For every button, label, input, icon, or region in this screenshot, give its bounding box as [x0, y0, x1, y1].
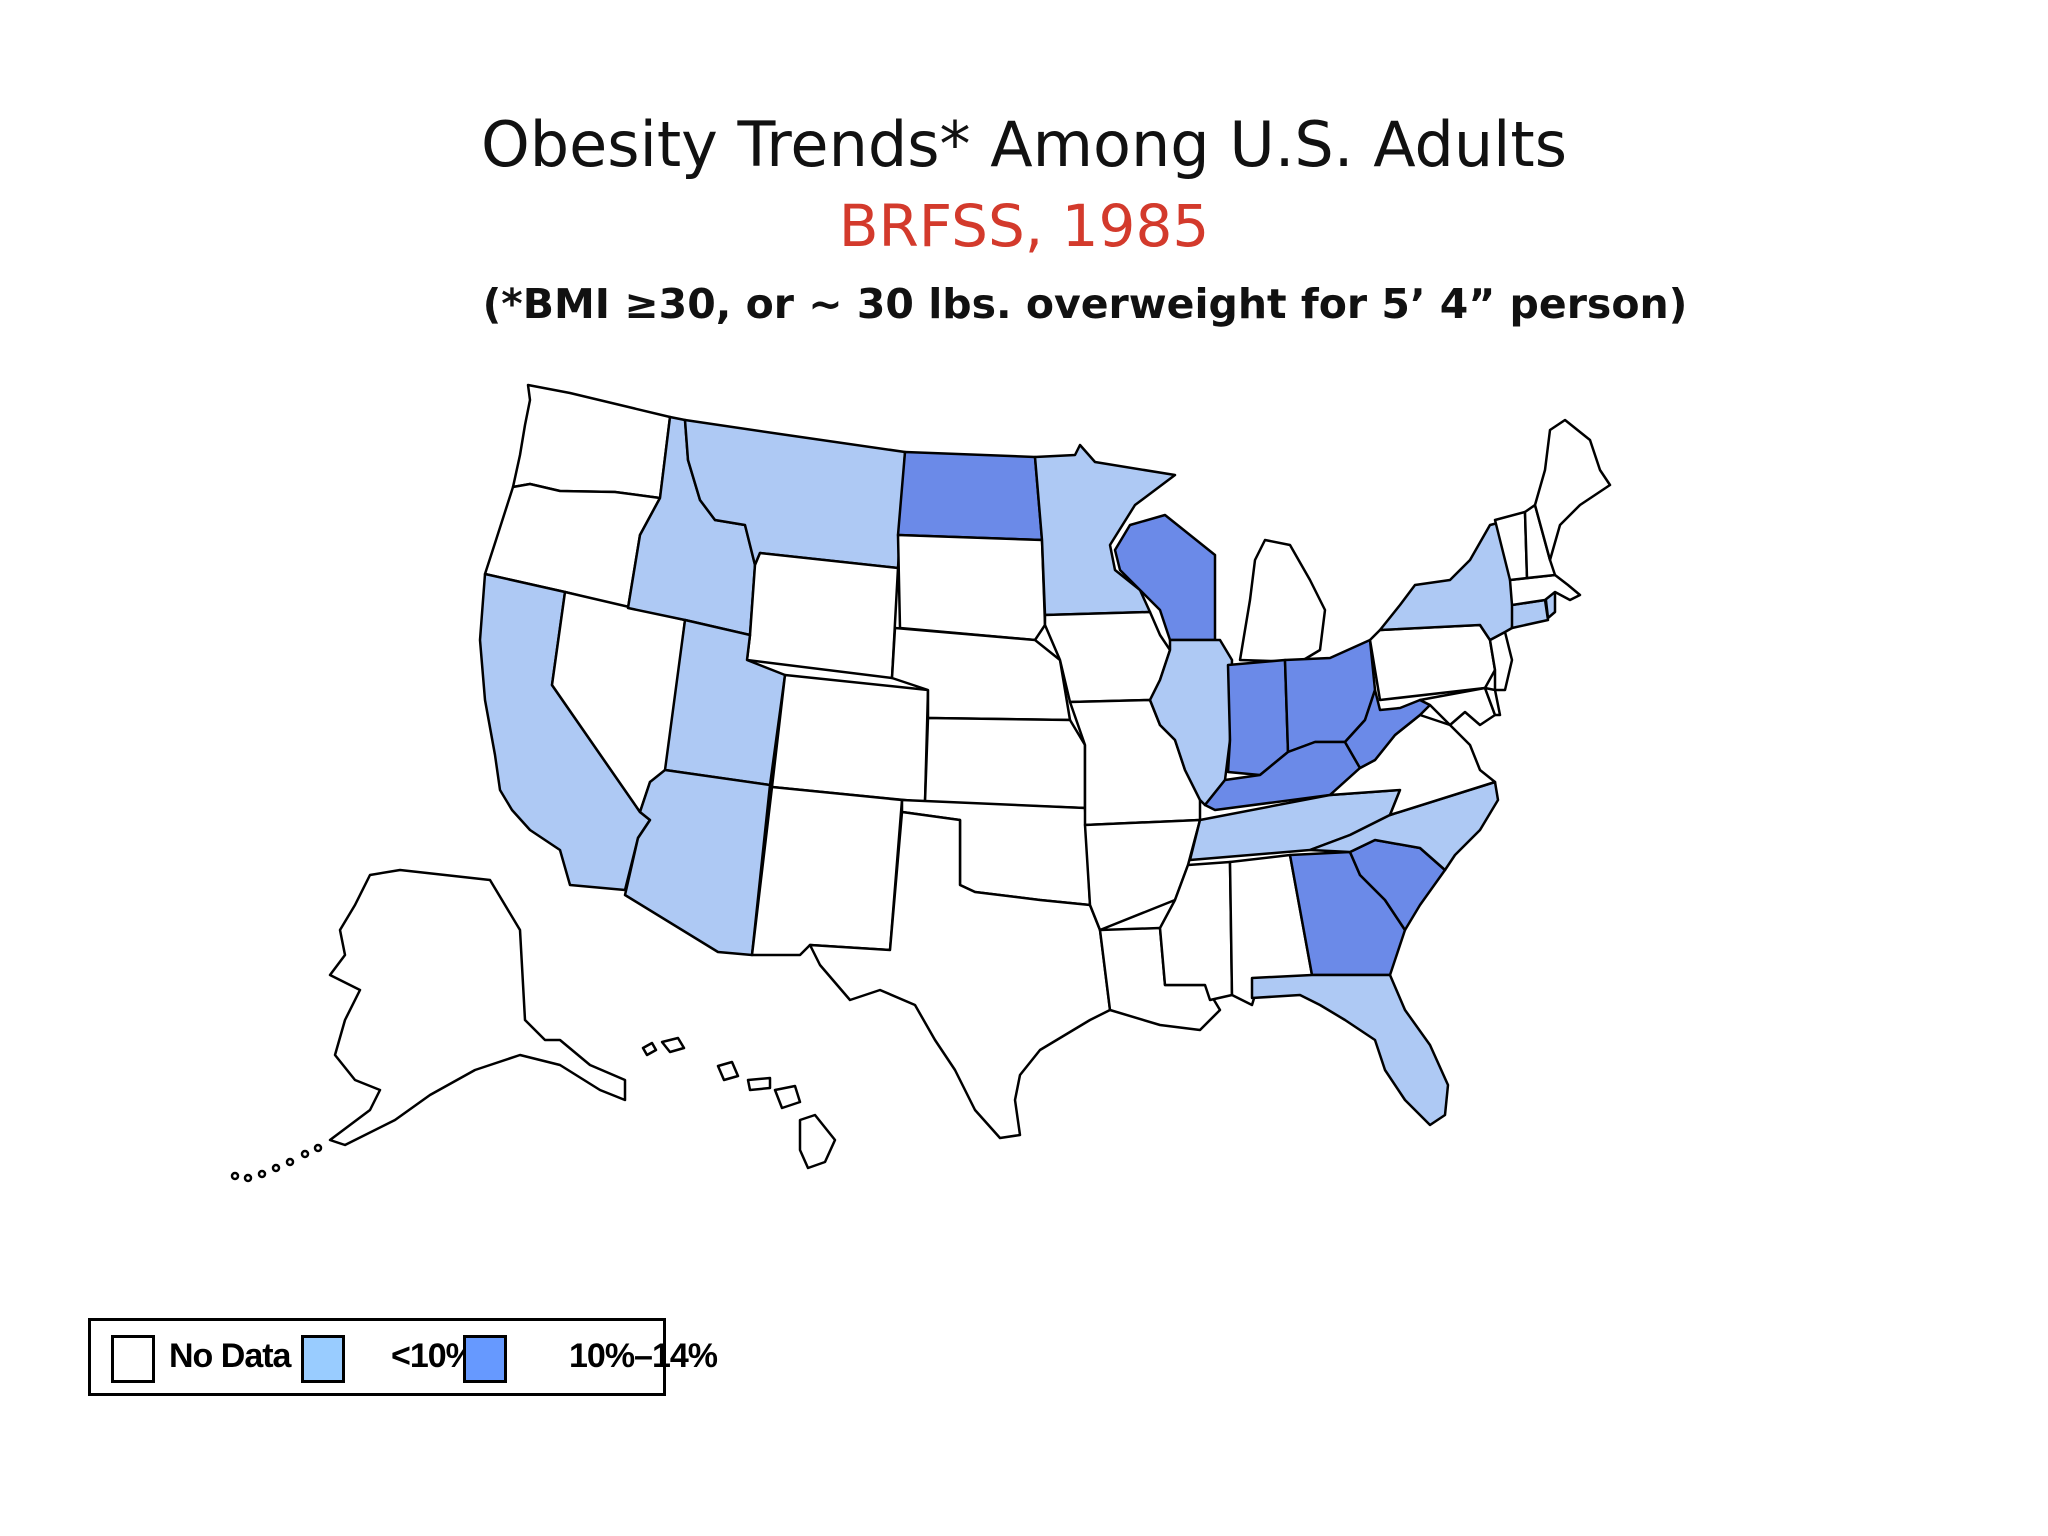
map-title: Obesity Trends* Among U.S. Adults	[481, 108, 1567, 181]
hawaii-big-island	[798, 1113, 837, 1170]
legend-swatch-10-14	[463, 1335, 507, 1383]
aleutian-islands	[230, 1143, 323, 1183]
state-NM	[750, 785, 904, 957]
state-KS	[923, 716, 1087, 810]
legend-label-10-14: 10%–14%	[569, 1337, 718, 1375]
hawaii-niihau	[641, 1041, 658, 1057]
state-KY	[1203, 740, 1362, 812]
state-NH	[1523, 503, 1557, 580]
legend-label-lt10: <10%	[391, 1337, 476, 1375]
legend-label-no-data: No Data	[169, 1337, 291, 1375]
state-IN	[1226, 658, 1290, 777]
state-ND	[896, 450, 1044, 542]
hawaii-maui-molokai	[746, 1076, 772, 1092]
state-TX	[808, 810, 1112, 1140]
state-HI-group	[641, 1036, 837, 1170]
hawaii-maui	[773, 1084, 802, 1110]
hawaii-oahu	[716, 1060, 740, 1082]
legend-swatch-lt10	[301, 1335, 345, 1383]
state-ME	[1533, 418, 1612, 562]
state-MA	[1508, 573, 1582, 607]
bmi-footnote: (*BMI ≥30, or ~ 30 lbs. overweight for 5…	[482, 280, 1688, 328]
state-NY	[1378, 518, 1517, 642]
hawaii-kauai	[660, 1036, 686, 1054]
state-MI	[1238, 538, 1327, 664]
state-WA	[511, 383, 672, 500]
state-WY	[745, 551, 900, 680]
map-subtitle: BRFSS, 1985	[838, 192, 1210, 260]
state-DE	[1483, 686, 1502, 717]
legend-swatch-no-data	[111, 1335, 155, 1383]
state-SD	[896, 533, 1047, 642]
state-NJ	[1488, 630, 1514, 692]
map-legend: No Data <10% 10%–14%	[88, 1318, 718, 1396]
state-AK	[328, 868, 627, 1147]
state-CO	[770, 673, 930, 804]
state-FL	[1250, 973, 1450, 1127]
state-AZ	[623, 768, 772, 957]
